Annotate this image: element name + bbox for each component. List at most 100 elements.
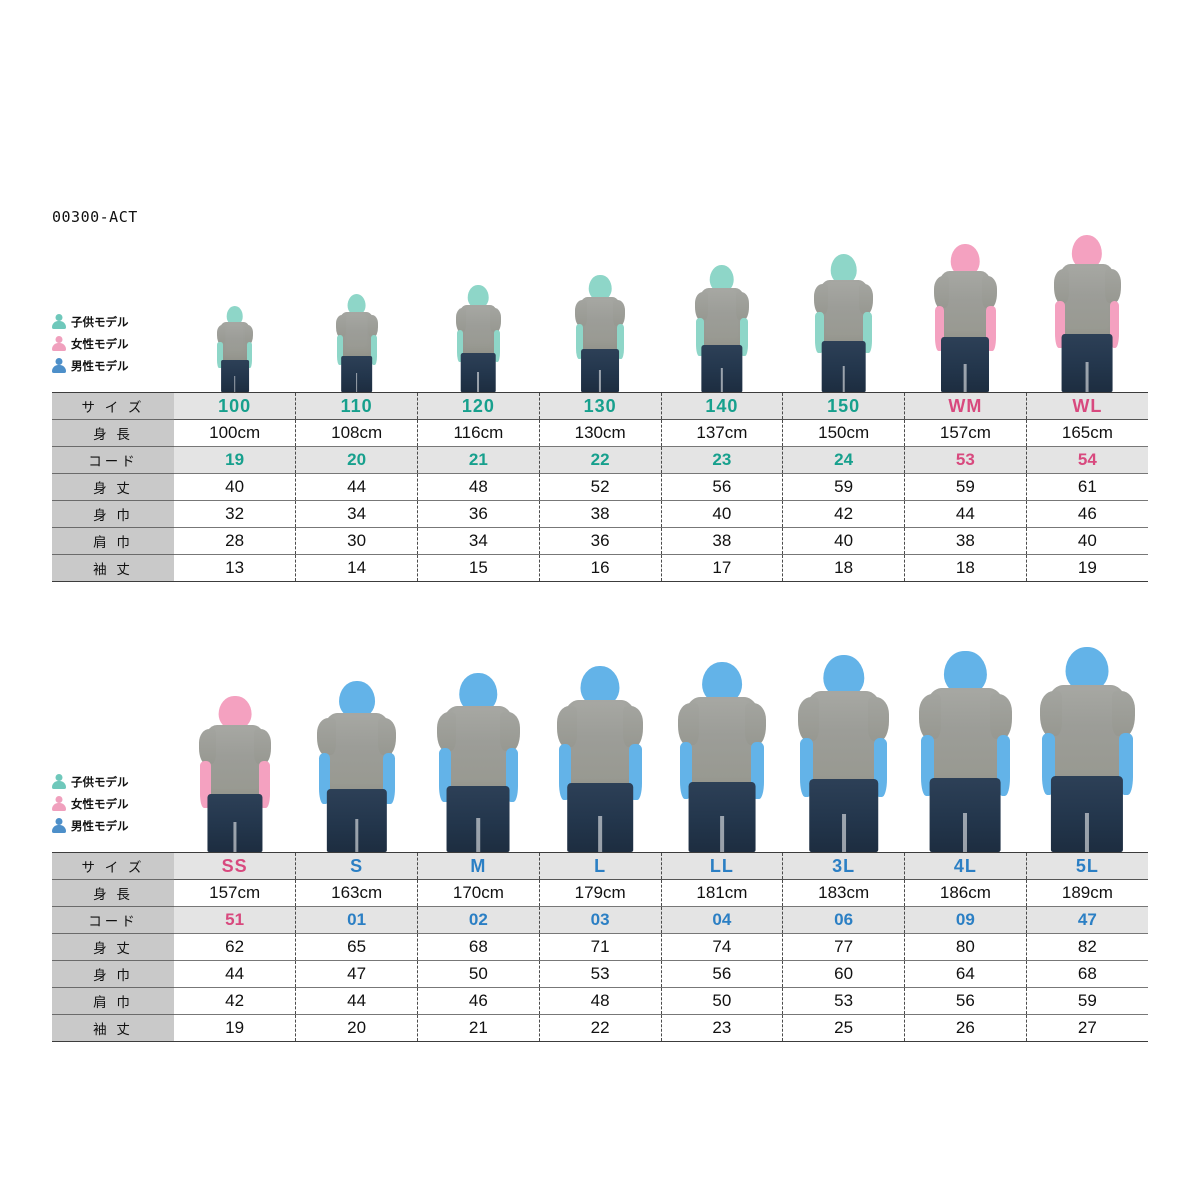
table-row-code: コード 19 20 21 22 23 24 53 54 bbox=[52, 446, 1148, 474]
legend-children: 子供モデル 女性モデル 男性モデル bbox=[52, 312, 172, 378]
cell-body-length-4L: 80 bbox=[904, 933, 1027, 961]
cell-body-length-L: 71 bbox=[539, 933, 662, 961]
model-sleeve-left bbox=[797, 697, 820, 741]
cell-sleeve-length-SS: 19 bbox=[174, 1014, 297, 1042]
cell-code-WM: 53 bbox=[904, 446, 1027, 474]
cell-shoulder-width-WL: 40 bbox=[1026, 527, 1148, 555]
cell-code-150: 24 bbox=[782, 446, 905, 474]
table-row-size: サ イ ズ 100 110 120 130 140 150 WM WL bbox=[52, 392, 1148, 420]
model-arm-left bbox=[935, 306, 945, 351]
legend-item-female: 女性モデル bbox=[52, 794, 172, 814]
cell-height-120: 116cm bbox=[417, 419, 540, 447]
cell-code-4L: 09 bbox=[904, 906, 1027, 934]
cell-shoulder-width-140: 38 bbox=[661, 527, 784, 555]
cell-shoulder-width-M: 46 bbox=[417, 987, 540, 1015]
cell-body-length-150: 59 bbox=[782, 473, 905, 501]
legend-item-female: 女性モデル bbox=[52, 334, 172, 354]
cell-height-WL: 165cm bbox=[1026, 419, 1148, 447]
cell-body-length-S: 65 bbox=[295, 933, 418, 961]
model-leg-gap bbox=[1085, 812, 1090, 852]
cell-shoulder-width-110: 30 bbox=[295, 527, 418, 555]
cell-body-width-WL: 46 bbox=[1026, 500, 1148, 528]
cell-size-130: 130 bbox=[539, 392, 662, 420]
model-leg-gap bbox=[964, 363, 967, 392]
cell-size-150: 150 bbox=[782, 392, 905, 420]
model-leg-gap bbox=[599, 369, 602, 392]
model-figure-WM bbox=[905, 240, 1027, 392]
row-label-height: 身 長 bbox=[52, 419, 174, 447]
model-sleeve-right bbox=[736, 292, 750, 321]
legend-item-male: 男性モデル bbox=[52, 816, 172, 836]
model-head bbox=[830, 254, 857, 284]
model-head bbox=[347, 294, 367, 316]
cell-body-length-110: 44 bbox=[295, 473, 418, 501]
cell-size-M: M bbox=[417, 852, 540, 880]
cell-body-width-120: 36 bbox=[417, 500, 540, 528]
model-arm-right bbox=[247, 342, 253, 368]
model-sleeve-left bbox=[575, 300, 587, 326]
model-head bbox=[218, 695, 252, 730]
table-row-shoulder-width: 肩 巾 28 30 34 36 38 40 38 40 bbox=[52, 527, 1148, 555]
model-sleeve-right bbox=[490, 308, 502, 332]
cell-size-S: S bbox=[295, 852, 418, 880]
cell-body-length-LL: 74 bbox=[661, 933, 784, 961]
model-figure-WL bbox=[1026, 235, 1148, 392]
model-head bbox=[1065, 647, 1109, 692]
cell-body-width-3L: 60 bbox=[782, 960, 905, 988]
cell-shoulder-width-120: 34 bbox=[417, 527, 540, 555]
cell-height-3L: 183cm bbox=[782, 879, 905, 907]
table-row-body-length: 身 丈 62 65 68 71 74 77 80 82 bbox=[52, 933, 1148, 961]
model-leg-gap bbox=[598, 816, 602, 852]
person-icon bbox=[52, 818, 66, 834]
model-sleeve-left bbox=[918, 694, 941, 739]
model-arm-right bbox=[1109, 301, 1120, 349]
cell-body-length-M: 68 bbox=[417, 933, 540, 961]
person-icon bbox=[52, 358, 66, 374]
cell-sleeve-length-L: 22 bbox=[539, 1014, 662, 1042]
cell-code-LL: 04 bbox=[661, 906, 784, 934]
cell-height-WM: 157cm bbox=[904, 419, 1027, 447]
cell-body-length-120: 48 bbox=[417, 473, 540, 501]
cell-sleeve-length-M: 21 bbox=[417, 1014, 540, 1042]
cell-body-length-140: 56 bbox=[661, 473, 784, 501]
cell-sleeve-length-LL: 23 bbox=[661, 1014, 784, 1042]
legend-label: 男性モデル bbox=[71, 819, 129, 833]
model-sleeve-left bbox=[436, 711, 457, 752]
cell-sleeve-length-S: 20 bbox=[295, 1014, 418, 1042]
row-label-sleeve-length: 袖 丈 bbox=[52, 554, 174, 582]
model-leg-gap bbox=[963, 813, 968, 852]
model-sleeve-left bbox=[556, 705, 578, 747]
cell-shoulder-width-S: 44 bbox=[295, 987, 418, 1015]
cell-code-130: 22 bbox=[539, 446, 662, 474]
model-head bbox=[580, 666, 620, 706]
cell-body-width-LL: 56 bbox=[661, 960, 784, 988]
cell-size-3L: 3L bbox=[782, 852, 905, 880]
cell-sleeve-length-3L: 25 bbox=[782, 1014, 905, 1042]
model-arm-right bbox=[740, 318, 748, 357]
cell-shoulder-width-130: 36 bbox=[539, 527, 662, 555]
model-arm-left bbox=[695, 318, 704, 357]
row-label-size: サ イ ズ bbox=[52, 392, 174, 420]
cell-size-110: 110 bbox=[295, 392, 418, 420]
cell-code-140: 23 bbox=[661, 446, 784, 474]
cell-sleeve-length-4L: 26 bbox=[904, 1014, 1027, 1042]
cell-body-width-130: 38 bbox=[539, 500, 662, 528]
model-arm-left bbox=[815, 312, 824, 354]
model-arm-right bbox=[986, 306, 996, 351]
row-label-height: 身 長 bbox=[52, 879, 174, 907]
model-figure-5L bbox=[1026, 647, 1148, 852]
cell-sleeve-length-100: 13 bbox=[174, 554, 297, 582]
model-arm-left bbox=[456, 330, 464, 363]
model-head bbox=[338, 680, 375, 718]
model-arm-right bbox=[370, 335, 377, 365]
cell-height-100: 100cm bbox=[174, 419, 297, 447]
size-block-adults: 子供モデル 女性モデル 男性モデル サ イ ズ SS S M L LL 3L 4L 5L 身 … bbox=[52, 647, 1148, 1042]
cell-body-length-5L: 82 bbox=[1026, 933, 1148, 961]
model-figure-100 bbox=[174, 240, 296, 392]
row-label-shoulder-width: 肩 巾 bbox=[52, 527, 174, 555]
model-leg-gap bbox=[233, 821, 237, 852]
cell-body-width-150: 42 bbox=[782, 500, 905, 528]
model-sleeve-left bbox=[455, 308, 467, 332]
model-head bbox=[468, 285, 489, 309]
